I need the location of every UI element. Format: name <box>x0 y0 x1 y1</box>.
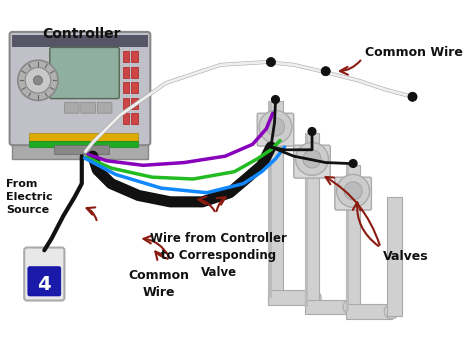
Circle shape <box>18 60 58 100</box>
Circle shape <box>348 159 358 168</box>
FancyBboxPatch shape <box>294 145 330 178</box>
Bar <box>131 51 137 62</box>
Bar <box>268 290 314 305</box>
FancyBboxPatch shape <box>335 177 372 210</box>
Bar <box>123 82 129 93</box>
Text: Common Wire: Common Wire <box>365 47 463 59</box>
Bar <box>29 133 138 141</box>
FancyBboxPatch shape <box>97 102 112 113</box>
Text: Controller: Controller <box>43 27 121 41</box>
Bar <box>131 67 137 78</box>
FancyBboxPatch shape <box>9 32 150 145</box>
Bar <box>305 133 309 307</box>
Bar <box>305 133 319 307</box>
Bar <box>123 113 129 124</box>
Bar <box>55 145 109 154</box>
Circle shape <box>308 127 317 136</box>
Circle shape <box>296 143 328 175</box>
Circle shape <box>408 92 417 101</box>
Text: Valves: Valves <box>383 250 429 263</box>
Bar <box>12 35 147 48</box>
Circle shape <box>266 118 284 136</box>
Circle shape <box>344 182 362 200</box>
Bar <box>346 304 392 319</box>
Bar <box>123 51 129 62</box>
Circle shape <box>33 76 43 85</box>
Bar <box>387 197 401 316</box>
Circle shape <box>303 150 321 168</box>
Text: Common
Wire: Common Wire <box>128 269 189 299</box>
Circle shape <box>384 304 399 319</box>
FancyBboxPatch shape <box>50 48 119 99</box>
Circle shape <box>337 175 370 207</box>
Bar <box>131 98 137 109</box>
Circle shape <box>25 67 51 93</box>
Text: Wire from Controller
to Corresponding
Valve: Wire from Controller to Corresponding Va… <box>150 232 287 279</box>
FancyBboxPatch shape <box>28 267 61 296</box>
Bar <box>346 165 349 311</box>
Bar <box>12 145 147 159</box>
Circle shape <box>321 67 330 76</box>
Bar <box>268 101 272 298</box>
FancyBboxPatch shape <box>81 102 95 113</box>
FancyBboxPatch shape <box>257 113 294 146</box>
Bar <box>131 82 137 93</box>
FancyBboxPatch shape <box>64 102 79 113</box>
Bar <box>123 67 129 78</box>
Bar <box>305 300 350 314</box>
Circle shape <box>266 58 275 67</box>
Bar <box>123 98 129 109</box>
Bar <box>29 141 138 147</box>
Bar <box>268 101 283 298</box>
Bar <box>346 165 360 311</box>
Bar <box>131 113 137 124</box>
Circle shape <box>343 300 358 314</box>
Text: From
Electric
Source: From Electric Source <box>6 179 53 215</box>
Circle shape <box>271 95 280 104</box>
Text: 4: 4 <box>37 275 51 295</box>
Circle shape <box>259 111 292 143</box>
FancyBboxPatch shape <box>24 248 64 301</box>
Circle shape <box>307 290 321 305</box>
